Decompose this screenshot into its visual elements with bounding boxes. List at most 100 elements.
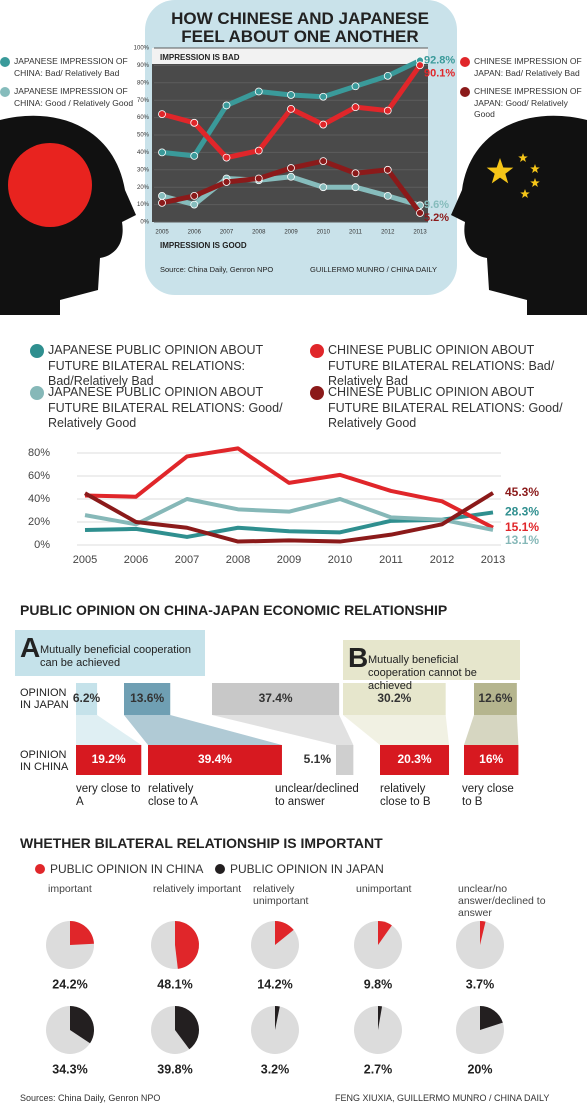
legend-label: PUBLIC OPINION IN JAPAN (230, 862, 384, 876)
marker (319, 157, 328, 166)
category-label: very close to A (76, 783, 141, 808)
y-tick-label: 20% (28, 516, 50, 528)
marker (190, 151, 199, 160)
pie-slice (175, 1006, 199, 1050)
value-label: 13.1% (505, 533, 539, 547)
legend-marker (215, 864, 225, 874)
legend-label: CHINESE PUBLIC OPINION ABOUT FUTURE BILA… (328, 343, 555, 388)
legend-label: JAPANESE IMPRESSION OF CHINA: Bad/ Relat… (14, 56, 128, 78)
y-tick-label: 0% (140, 220, 149, 226)
value-label: 28.3% (505, 505, 539, 519)
x-tick-label: 2006 (188, 230, 202, 236)
marker (222, 101, 231, 110)
bar (76, 745, 142, 775)
y-tick-label: 20% (137, 185, 150, 191)
bar (124, 683, 171, 715)
legend-label: JAPANESE PUBLIC OPINION ABOUT FUTURE BIL… (48, 385, 283, 430)
value-label: 20.3% (397, 752, 431, 766)
category-label: unclear/no answer/declined to answer (458, 883, 546, 919)
category-label: relatively close to B (380, 783, 431, 808)
x-tick-label: 2007 (175, 554, 199, 566)
value-label: 13.6% (130, 691, 164, 705)
x-tick-label: 2013 (413, 230, 427, 236)
legend-marker (0, 57, 10, 67)
row-label: OPINION IN JAPAN (20, 687, 69, 711)
connector (124, 715, 282, 745)
line (84, 491, 495, 544)
value-label: 5.1% (304, 752, 332, 766)
marker (158, 191, 166, 200)
marker (351, 82, 360, 91)
y-tick-label: 90% (137, 63, 150, 69)
value-label: 14.2% (257, 977, 292, 991)
y-tick-label: 40% (137, 150, 150, 156)
value-label: 12.6% (478, 691, 512, 705)
marker (254, 174, 263, 183)
value-label: 48.1% (157, 977, 192, 991)
value-label: 45.3% (505, 485, 539, 499)
legend-marker (0, 87, 10, 97)
marker (222, 153, 231, 162)
category-label: very close to B (462, 783, 514, 808)
pie-slice (480, 1006, 503, 1030)
option-letter: B (348, 642, 369, 673)
legend-marker (310, 344, 324, 358)
x-tick-label: 2009 (284, 230, 298, 236)
value-label: 3.2% (261, 1062, 290, 1076)
value-label: 92.8% (424, 54, 455, 66)
category-label: relatively unimportant (253, 883, 309, 907)
pie-slice (275, 1006, 280, 1030)
pie-slice (70, 921, 94, 945)
connector (212, 715, 354, 745)
x-tick-label: 2013 (481, 554, 505, 566)
option-box (15, 630, 205, 676)
pie-slice (70, 1006, 95, 1044)
chart-title: HOW CHINESE AND JAPANESE FEEL ABOUT ONE … (171, 9, 429, 46)
row-label: OPINION IN CHINA (20, 749, 69, 773)
pie-slice (378, 1006, 383, 1030)
y-tick-label: 50% (137, 133, 150, 139)
value-label: 5.2% (424, 212, 449, 224)
connector (464, 715, 519, 745)
x-tick-label: 2010 (317, 230, 331, 236)
category-label: relatively important (153, 883, 242, 895)
marker (351, 183, 360, 192)
x-tick-label: 2007 (220, 230, 234, 236)
category-label: unimportant (356, 883, 412, 895)
y-tick-label: 40% (28, 493, 50, 505)
value-label: 2.7% (364, 1062, 393, 1076)
marker (158, 110, 166, 119)
value-label: 37.4% (259, 691, 293, 705)
pie-slice (378, 921, 392, 945)
x-tick-label: 2005 (73, 554, 97, 566)
marker (383, 165, 392, 174)
pie-slice (175, 921, 199, 969)
bar (336, 745, 354, 775)
category-label: relatively close to A (148, 783, 198, 808)
annotation: IMPRESSION IS BAD (160, 53, 240, 62)
marker (158, 198, 166, 207)
marker (287, 105, 295, 113)
value-label: 3.7% (466, 977, 495, 991)
legend-marker (30, 386, 44, 400)
marker (383, 71, 392, 80)
x-tick-label: 2006 (124, 554, 148, 566)
marker (287, 164, 295, 172)
marker (158, 148, 166, 157)
marker (190, 200, 199, 209)
bar (212, 683, 340, 715)
y-tick-label: 60% (28, 470, 50, 482)
marker (190, 191, 199, 200)
line (84, 497, 494, 532)
legend-marker (35, 864, 45, 874)
category-label: unclear/declined to answer (275, 783, 359, 808)
y-tick-label: 0% (34, 539, 50, 551)
legend-label: CHINESE IMPRESSION OF JAPAN: Bad/ Relati… (474, 56, 582, 78)
marker (351, 169, 360, 178)
option-text: Mutually beneficial cooperation can be a… (40, 644, 192, 669)
value-label: 39.8% (157, 1062, 192, 1076)
band (152, 48, 428, 64)
legend-marker (460, 87, 470, 97)
